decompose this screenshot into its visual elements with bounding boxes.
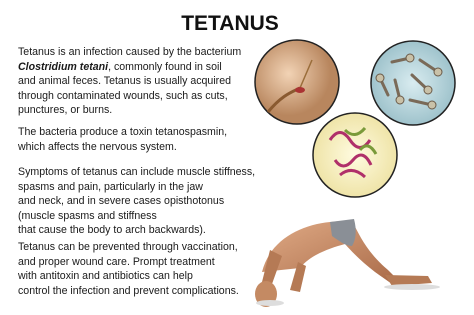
text-line: control the infection and prevent compli… [18, 284, 239, 297]
text-line: that cause the body to arch backwards). [18, 224, 206, 237]
text-line: with antitoxin and antibiotics can help [18, 270, 193, 283]
italic-text: Clostridium tetani [18, 60, 109, 73]
text: , commonly found in soil [108, 60, 222, 73]
toxin-illustration [312, 112, 398, 198]
text-line: spasms and pain, particularly in the jaw [18, 180, 203, 193]
text-line: The bacteria produce a toxin tetanospasm… [18, 126, 228, 138]
text-line: and neck, and in severe cases opisthoton… [18, 195, 225, 208]
text-line: Tetanus is an infection caused by the ba… [18, 46, 242, 58]
text-line: Tetanus can be prevented through vaccina… [18, 241, 238, 253]
bacteria-illustration [370, 40, 456, 126]
text-line: Clostridium tetani, commonly found in so… [18, 60, 241, 75]
title: TETANUS [181, 12, 279, 35]
text-line: (muscle spasms and stiffness [18, 209, 157, 222]
text-line: through contaminated wounds, such as cut… [18, 89, 228, 102]
text-line: which affects the nervous system. [18, 140, 177, 153]
paragraph: Tetanus can be prevented through vaccina… [18, 240, 239, 298]
text-line: and proper wound care. Prompt treatment [18, 255, 215, 268]
text-line: punctures, or burns. [18, 104, 113, 117]
opisthotonus-figure [255, 219, 440, 307]
paragraph: Symptoms of tetanus can include muscle s… [18, 165, 255, 238]
paragraph: Tetanus is an infection caused by the ba… [18, 45, 241, 118]
text-line: and animal feces. Tetanus is usually acq… [18, 75, 231, 88]
wound-illustration [254, 39, 340, 125]
text-line: Symptoms of tetanus can include muscle s… [18, 166, 256, 178]
paragraph: The bacteria produce a toxin tetanospasm… [18, 125, 227, 154]
